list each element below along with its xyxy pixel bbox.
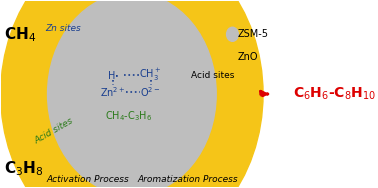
Text: Aromatization Process: Aromatization Process xyxy=(138,175,239,183)
Text: C$_3$H$_8$: C$_3$H$_8$ xyxy=(4,159,43,178)
Text: CH$_3^+$: CH$_3^+$ xyxy=(139,67,162,83)
Text: ZSM-5: ZSM-5 xyxy=(238,29,269,39)
Text: Activation Process: Activation Process xyxy=(47,175,130,183)
Text: O$^{2-}$: O$^{2-}$ xyxy=(140,85,161,99)
Text: Zn$^{2+}$: Zn$^{2+}$ xyxy=(101,85,126,99)
Text: Acid sites: Acid sites xyxy=(33,117,75,146)
Text: Zn sites: Zn sites xyxy=(45,24,81,33)
Text: Acid sites: Acid sites xyxy=(191,71,235,80)
Text: CH$_4$: CH$_4$ xyxy=(4,25,36,44)
Ellipse shape xyxy=(226,27,238,41)
Ellipse shape xyxy=(1,0,263,188)
Ellipse shape xyxy=(48,0,216,188)
Text: C$_6$H$_6$-C$_8$H$_{10}$: C$_6$H$_6$-C$_8$H$_{10}$ xyxy=(293,86,376,102)
Ellipse shape xyxy=(226,50,238,64)
Text: H$\mathbf{\cdot}$: H$\mathbf{\cdot}$ xyxy=(107,69,119,81)
Text: CH$_4$-C$_3$H$_6$: CH$_4$-C$_3$H$_6$ xyxy=(105,109,152,123)
Text: ZnO: ZnO xyxy=(238,52,259,62)
